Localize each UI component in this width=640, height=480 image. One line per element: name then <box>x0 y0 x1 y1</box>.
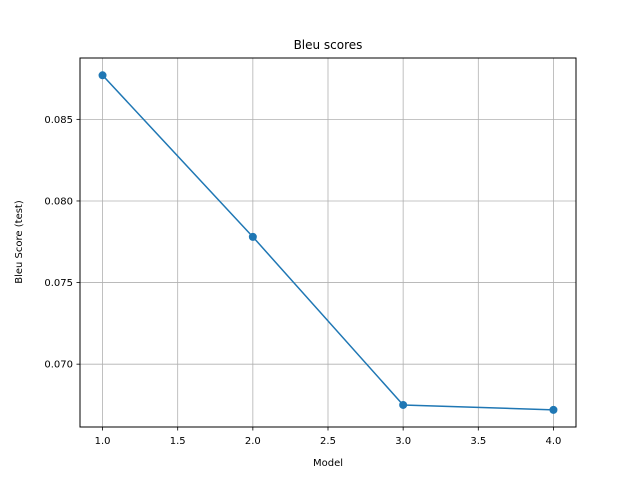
series-layer <box>98 71 558 414</box>
x-axis-label: Model <box>313 458 343 469</box>
y-tick-label: 0.075 <box>44 278 73 289</box>
y-tick-label: 0.070 <box>44 360 73 371</box>
data-point <box>248 232 257 241</box>
data-point <box>98 71 107 80</box>
y-tick-label: 0.085 <box>44 115 73 126</box>
x-axis-ticks: 1.0 1.5 2.0 2.5 3.0 3.5 4.0 <box>95 427 562 447</box>
y-axis-ticks: 0.070 0.075 0.080 0.085 <box>44 115 80 371</box>
x-tick-label: 1.0 <box>95 436 111 447</box>
y-tick-label: 0.080 <box>44 196 73 207</box>
x-tick-label: 1.5 <box>170 436 186 447</box>
x-tick-label: 2.5 <box>320 436 336 447</box>
x-tick-label: 2.0 <box>245 436 261 447</box>
data-point <box>549 405 558 414</box>
x-tick-label: 3.0 <box>395 436 411 447</box>
data-point <box>399 400 408 409</box>
chart-title: Bleu scores <box>294 38 363 52</box>
series-line <box>102 74 554 411</box>
grid-lines <box>80 58 576 427</box>
y-axis-label: Bleu Score (test) <box>14 200 25 284</box>
x-tick-label: 4.0 <box>546 436 562 447</box>
x-tick-label: 3.5 <box>470 436 486 447</box>
